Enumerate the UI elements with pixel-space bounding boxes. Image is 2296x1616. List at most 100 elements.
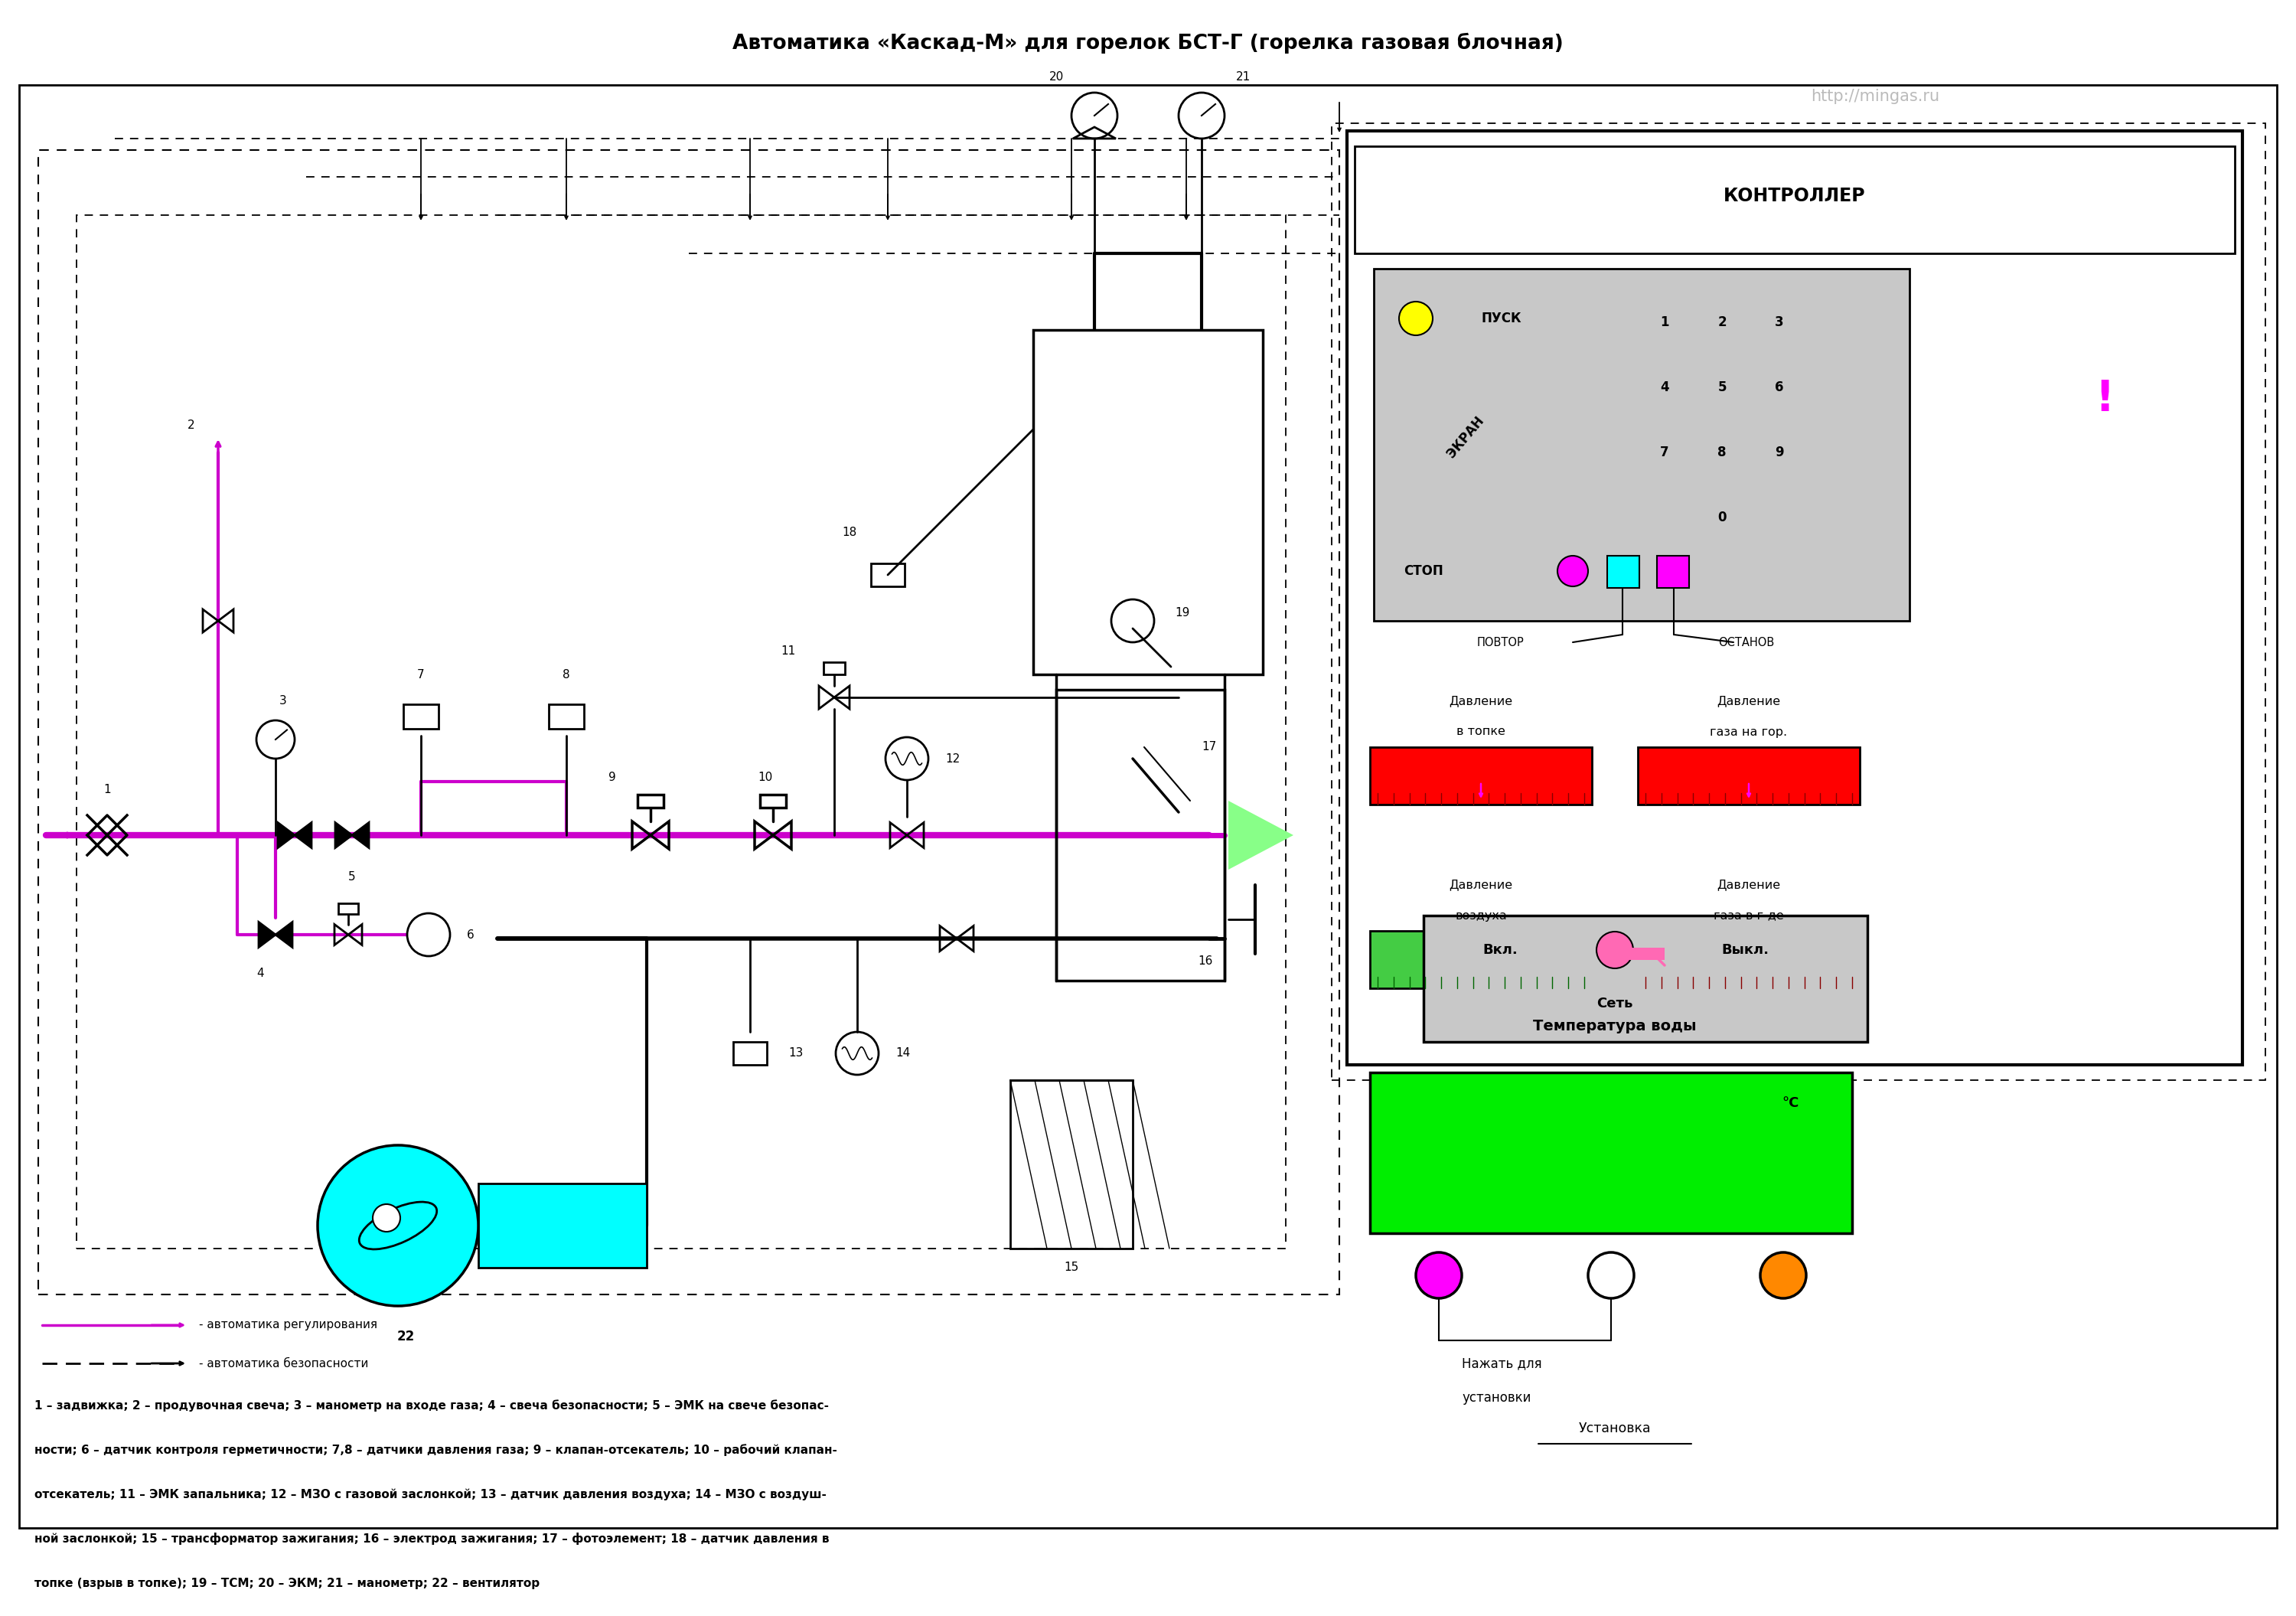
Text: в топке: в топке xyxy=(1456,726,1506,737)
Circle shape xyxy=(1417,1252,1463,1298)
Circle shape xyxy=(317,1146,478,1306)
Bar xyxy=(1056,690,1224,981)
Text: 19: 19 xyxy=(1176,608,1189,619)
Circle shape xyxy=(1178,92,1224,139)
Text: 16: 16 xyxy=(1199,955,1212,968)
Polygon shape xyxy=(1228,800,1293,869)
Text: 9: 9 xyxy=(608,772,615,784)
Circle shape xyxy=(1111,600,1155,642)
Circle shape xyxy=(1072,92,1118,139)
Text: 20: 20 xyxy=(1049,71,1063,82)
Text: Давление: Давление xyxy=(1449,879,1513,890)
Text: 3: 3 xyxy=(1775,315,1784,330)
Text: 9: 9 xyxy=(1775,446,1784,459)
Text: отсекатель; 11 – ЭМК запальника; 12 – МЗО с газовой заслонкой; 13 – датчик давле: отсекатель; 11 – ЭМК запальника; 12 – МЗ… xyxy=(34,1488,827,1500)
Text: 8: 8 xyxy=(563,669,569,680)
Text: Нажать для: Нажать для xyxy=(1463,1356,1543,1370)
Text: ЭКРАН: ЭКРАН xyxy=(1444,414,1488,461)
Text: Давление: Давление xyxy=(1449,695,1513,706)
Text: Вкл.: Вкл. xyxy=(1483,944,1518,957)
Text: 13: 13 xyxy=(788,1047,804,1058)
Text: 8: 8 xyxy=(1717,446,1727,459)
Text: 1: 1 xyxy=(103,784,110,795)
Text: ПУСК: ПУСК xyxy=(1481,312,1522,325)
Bar xyxy=(824,663,845,674)
Bar xyxy=(1607,556,1639,588)
Circle shape xyxy=(406,913,450,957)
Text: Установка: Установка xyxy=(1580,1422,1651,1435)
Polygon shape xyxy=(294,823,312,848)
Text: http://mingas.ru: http://mingas.ru xyxy=(1812,89,1940,103)
Text: 12: 12 xyxy=(946,753,960,764)
Bar xyxy=(338,903,358,915)
Bar xyxy=(39,150,1339,1294)
Text: газа на гор.: газа на гор. xyxy=(1711,726,1789,737)
Text: 14: 14 xyxy=(895,1047,912,1058)
Text: 1: 1 xyxy=(1660,315,1669,330)
Text: 2: 2 xyxy=(188,420,195,431)
Text: ПОВТОР: ПОВТОР xyxy=(1476,637,1525,648)
Text: 7: 7 xyxy=(1660,446,1669,459)
Text: Автоматика «Каскад-М» для горелок БСТ-Г (горелка газовая блочная): Автоматика «Каскад-М» для горелок БСТ-Г … xyxy=(732,32,1564,53)
Text: 18: 18 xyxy=(843,527,856,538)
Bar xyxy=(638,795,664,808)
Text: 15: 15 xyxy=(1063,1262,1079,1273)
Bar xyxy=(1371,931,1591,989)
Text: 6: 6 xyxy=(466,929,475,941)
Bar xyxy=(1424,916,1867,1042)
Text: 10: 10 xyxy=(758,772,774,784)
Text: 1 – задвижка; 2 – продувочная свеча; 3 – манометр на входе газа; 4 – свеча безоп: 1 – задвижка; 2 – продувочная свеча; 3 –… xyxy=(34,1399,829,1411)
Bar xyxy=(1626,947,1665,960)
Text: СТОП: СТОП xyxy=(1403,564,1444,579)
Circle shape xyxy=(1761,1252,1807,1298)
Bar xyxy=(760,795,785,808)
Bar xyxy=(18,86,2278,1529)
Bar xyxy=(404,705,439,729)
Polygon shape xyxy=(276,923,292,947)
Text: ОСТАНОВ: ОСТАНОВ xyxy=(1717,637,1775,648)
Bar xyxy=(870,562,905,587)
Text: 17: 17 xyxy=(1201,742,1217,753)
Text: 11: 11 xyxy=(781,646,797,658)
Text: топке (взрыв в топке); 19 – ТСМ; 20 – ЭКМ; 21 – манометр; 22 – вентилятор: топке (взрыв в топке); 19 – ТСМ; 20 – ЭК… xyxy=(34,1577,540,1589)
Circle shape xyxy=(1557,556,1589,587)
Bar xyxy=(1033,330,1263,674)
Text: ной заслонкой; 15 – трансформатор зажигания; 16 – электрод зажигания; 17 – фотоэ: ной заслонкой; 15 – трансформатор зажига… xyxy=(34,1532,829,1545)
Polygon shape xyxy=(259,923,276,947)
Text: Давление: Давление xyxy=(1717,695,1782,706)
Bar xyxy=(1010,1079,1132,1249)
Bar xyxy=(76,215,1286,1249)
Text: 7: 7 xyxy=(418,669,425,680)
Text: 22: 22 xyxy=(397,1330,416,1343)
Circle shape xyxy=(886,737,928,781)
Circle shape xyxy=(372,1204,400,1231)
Bar xyxy=(1658,556,1690,588)
Bar xyxy=(1371,1073,1853,1233)
Polygon shape xyxy=(335,823,351,848)
Text: Температура воды: Температура воды xyxy=(1534,1020,1697,1034)
Bar xyxy=(1637,747,1860,805)
Text: - автоматика безопасности: - автоматика безопасности xyxy=(200,1357,367,1369)
Text: !: ! xyxy=(2094,378,2115,420)
Text: - автоматика регулирования: - автоматика регулирования xyxy=(200,1319,377,1332)
Text: 6: 6 xyxy=(1775,380,1784,394)
Text: 5: 5 xyxy=(349,871,356,882)
Polygon shape xyxy=(351,823,370,848)
Bar xyxy=(1637,931,1860,989)
Bar xyxy=(732,1042,767,1065)
Text: Давление: Давление xyxy=(1717,879,1782,890)
Text: 3: 3 xyxy=(280,695,287,706)
Bar xyxy=(1355,145,2234,254)
Text: газа в г-де: газа в г-де xyxy=(1713,910,1784,921)
Text: Выкл.: Выкл. xyxy=(1722,944,1768,957)
Bar xyxy=(549,705,583,729)
Circle shape xyxy=(1398,302,1433,335)
Circle shape xyxy=(257,721,294,758)
Bar xyxy=(1348,131,2243,1065)
Polygon shape xyxy=(278,823,294,848)
Bar xyxy=(1373,268,1910,621)
Text: 0: 0 xyxy=(1717,511,1727,524)
Bar xyxy=(1332,123,2266,1079)
Bar xyxy=(1371,747,1591,805)
Text: КОНТРОЛЛЕР: КОНТРОЛЛЕР xyxy=(1724,187,1867,205)
